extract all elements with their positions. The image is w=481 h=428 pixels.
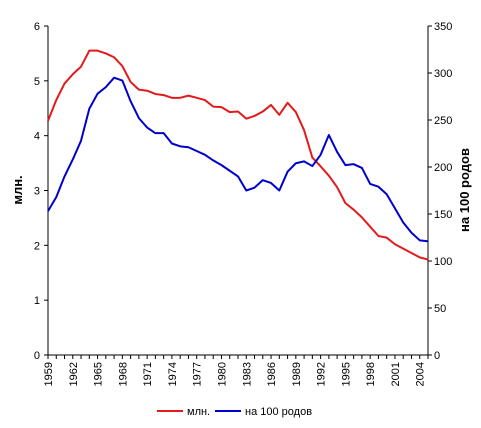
x-axis: 1959 1962 1965 1968 1971 1974 1977 1980 1983 1986… (43, 354, 429, 386)
x-tick-label: 1977 (192, 362, 204, 386)
x-tick-label: 2004 (415, 362, 427, 386)
x-tick-label: 1986 (266, 362, 278, 386)
x-tick-label: 1974 (167, 362, 179, 386)
x-tick-label: 1992 (316, 362, 328, 386)
right-axis: 0 50 100 150 200 250 300 350 (427, 21, 452, 362)
legend-label-per-100: на 100 родов (245, 406, 312, 418)
series-line-mln (47, 49, 429, 261)
y-axis-title: млн. (10, 175, 25, 204)
x-tick-label: 2001 (390, 362, 402, 386)
series-line-per-100 (47, 76, 429, 243)
left-axis: 0 1 2 3 4 5 6 (34, 21, 49, 362)
left-tick-label: 5 (34, 76, 40, 88)
right-tick-label: 0 (434, 350, 440, 362)
x-tick-label: 1971 (142, 362, 154, 386)
x-tick-label: 1965 (93, 362, 105, 386)
plot-background (48, 26, 428, 355)
left-tick-label: 3 (34, 186, 40, 198)
x-tick-label: 1983 (241, 362, 253, 386)
right-tick-label: 100 (434, 256, 452, 268)
right-tick-label: 200 (434, 162, 452, 174)
left-tick-label: 0 (34, 350, 40, 362)
right-tick-label: 350 (434, 21, 452, 33)
left-tick-label: 6 (34, 21, 40, 33)
legend-label-mln: млн. (187, 406, 210, 418)
right-tick-label: 50 (434, 303, 446, 315)
x-tick-label: 1968 (117, 362, 129, 386)
y2-axis-title: на 100 родов (457, 148, 472, 232)
legend: млн. на 100 родов (157, 406, 312, 418)
right-tick-label: 300 (434, 68, 452, 80)
right-tick-label: 150 (434, 209, 452, 221)
x-tick-label: 1998 (365, 362, 377, 386)
series-layer (47, 49, 429, 261)
x-tick-label: 1980 (216, 362, 228, 386)
x-tick-label: 1962 (68, 362, 80, 386)
plot-area (48, 26, 428, 355)
x-tick-label: 1989 (291, 362, 303, 386)
left-tick-label: 4 (34, 131, 40, 143)
left-tick-label: 2 (34, 240, 40, 252)
x-tick-label: 1995 (340, 362, 352, 386)
left-tick-label: 1 (34, 295, 40, 307)
x-tick-label: 1959 (43, 362, 55, 386)
right-tick-label: 250 (434, 115, 452, 127)
